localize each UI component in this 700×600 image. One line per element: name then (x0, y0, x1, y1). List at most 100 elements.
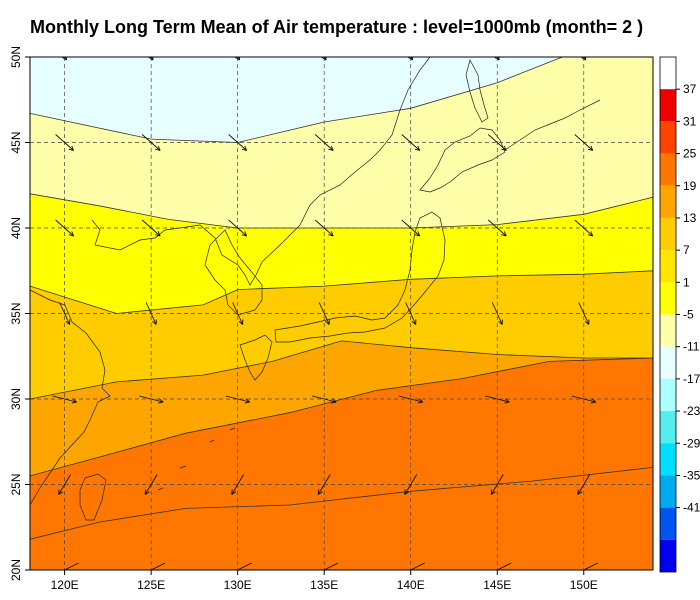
wind-arrows (52, 57, 598, 570)
wind-arrow (401, 219, 421, 237)
wind-arrow (578, 302, 590, 325)
wind-arrow (317, 474, 331, 495)
wind-arrow (63, 562, 79, 570)
legend-swatch (660, 250, 676, 283)
wind-arrow (228, 134, 248, 151)
temperature-bands (30, 57, 653, 570)
legend-swatch (660, 89, 676, 122)
x-tick-label: 140E (397, 578, 425, 592)
x-axis-ticks: 120E 125E 130E 135E 140E 145E 150E (51, 570, 598, 592)
wind-arrow (496, 562, 512, 570)
legend-swatch (660, 153, 676, 186)
map-title: Monthly Long Term Mean of Air temperatur… (30, 17, 644, 37)
legend-swatch (660, 217, 676, 251)
legend-label: -5 (683, 308, 694, 322)
wind-arrow (55, 219, 75, 237)
isoline (30, 467, 653, 540)
x-tick-label: 145E (483, 578, 511, 592)
wind-arrow (321, 57, 327, 61)
legend-swatch (660, 378, 676, 412)
wind-arrow (490, 474, 504, 495)
legend-label: 13 (683, 211, 697, 225)
y-tick-label: 30N (9, 388, 23, 410)
x-tick-label: 135E (310, 578, 338, 592)
wind-arrow (487, 219, 507, 237)
wind-arrow (235, 57, 241, 61)
wind-arrow (59, 302, 71, 325)
y-tick-label: 35N (9, 302, 23, 324)
wind-arrow (409, 562, 425, 570)
wind-arrow (485, 395, 510, 404)
legend-swatch (660, 443, 676, 476)
coastlines (30, 57, 601, 521)
legend-swatch (660, 539, 676, 572)
legend-label: -17 (683, 372, 700, 386)
legend-label: 25 (683, 147, 697, 161)
legend-swatch (660, 346, 676, 379)
wind-arrow (487, 134, 507, 151)
wind-arrow (58, 474, 71, 495)
legend-swatch (660, 411, 676, 444)
wind-arrow (318, 302, 330, 325)
wind-arrow (574, 134, 594, 151)
wind-arrow (582, 562, 598, 570)
legend-label: 7 (683, 243, 690, 257)
wind-arrow (314, 134, 334, 151)
y-tick-label: 45N (9, 131, 23, 153)
wind-arrow (404, 474, 418, 495)
wind-arrow (144, 474, 158, 495)
wind-arrow (55, 134, 75, 151)
wind-arrow (228, 219, 248, 237)
wind-arrow (491, 302, 503, 325)
legend-swatch (660, 507, 676, 540)
y-tick-label: 20N (9, 559, 23, 581)
wind-arrow (312, 395, 337, 404)
legend-label: 37 (683, 82, 697, 96)
wind-arrow (231, 474, 245, 495)
y-tick-label: 25N (9, 473, 23, 495)
legend-label: -23 (683, 404, 700, 418)
wind-arrow (401, 134, 421, 151)
wind-arrow (405, 302, 417, 325)
y-axis-ticks: 20N 25N 30N 35N 40N 45N 50N (9, 46, 30, 581)
wind-arrow (141, 219, 161, 237)
legend-label: -29 (683, 436, 700, 450)
y-tick-label: 50N (9, 46, 23, 68)
wind-arrow (139, 395, 164, 404)
x-tick-label: 120E (51, 578, 79, 592)
isoline (30, 57, 564, 143)
legend-swatch (660, 121, 676, 154)
legend-label: -41 (683, 501, 700, 515)
legend-swatch (660, 185, 676, 218)
legend-label: 19 (683, 179, 697, 193)
isoline (30, 270, 653, 314)
wind-arrow (145, 302, 157, 325)
wind-arrow (236, 562, 252, 570)
color-legend: 37 31 25 19 13 7 1 -5 -11 -17 -23 -29 -35 -41 (659, 56, 700, 573)
wind-arrow (574, 219, 594, 237)
isoline (30, 340, 653, 400)
wind-arrow (571, 395, 597, 404)
legend-label: -35 (683, 468, 700, 482)
wind-arrow (52, 395, 77, 404)
legend-label: 31 (683, 114, 697, 128)
x-tick-label: 125E (137, 578, 165, 592)
legend-swatch (660, 57, 676, 90)
x-tick-label: 150E (570, 578, 598, 592)
legend-swatch (660, 282, 676, 315)
wind-arrow (141, 134, 161, 151)
legend-label: 1 (683, 275, 690, 289)
legend-label: -11 (683, 340, 700, 354)
wind-arrow (150, 562, 166, 570)
legend-swatch (660, 314, 676, 347)
wind-arrow (314, 219, 334, 237)
wind-arrow (62, 57, 68, 61)
wind-arrow (494, 57, 500, 61)
legend-swatch (660, 475, 676, 508)
wind-arrow (408, 57, 414, 61)
wind-arrow (581, 57, 587, 61)
wind-arrow (577, 474, 591, 495)
wind-arrow (148, 57, 154, 61)
x-tick-label: 130E (224, 578, 252, 592)
